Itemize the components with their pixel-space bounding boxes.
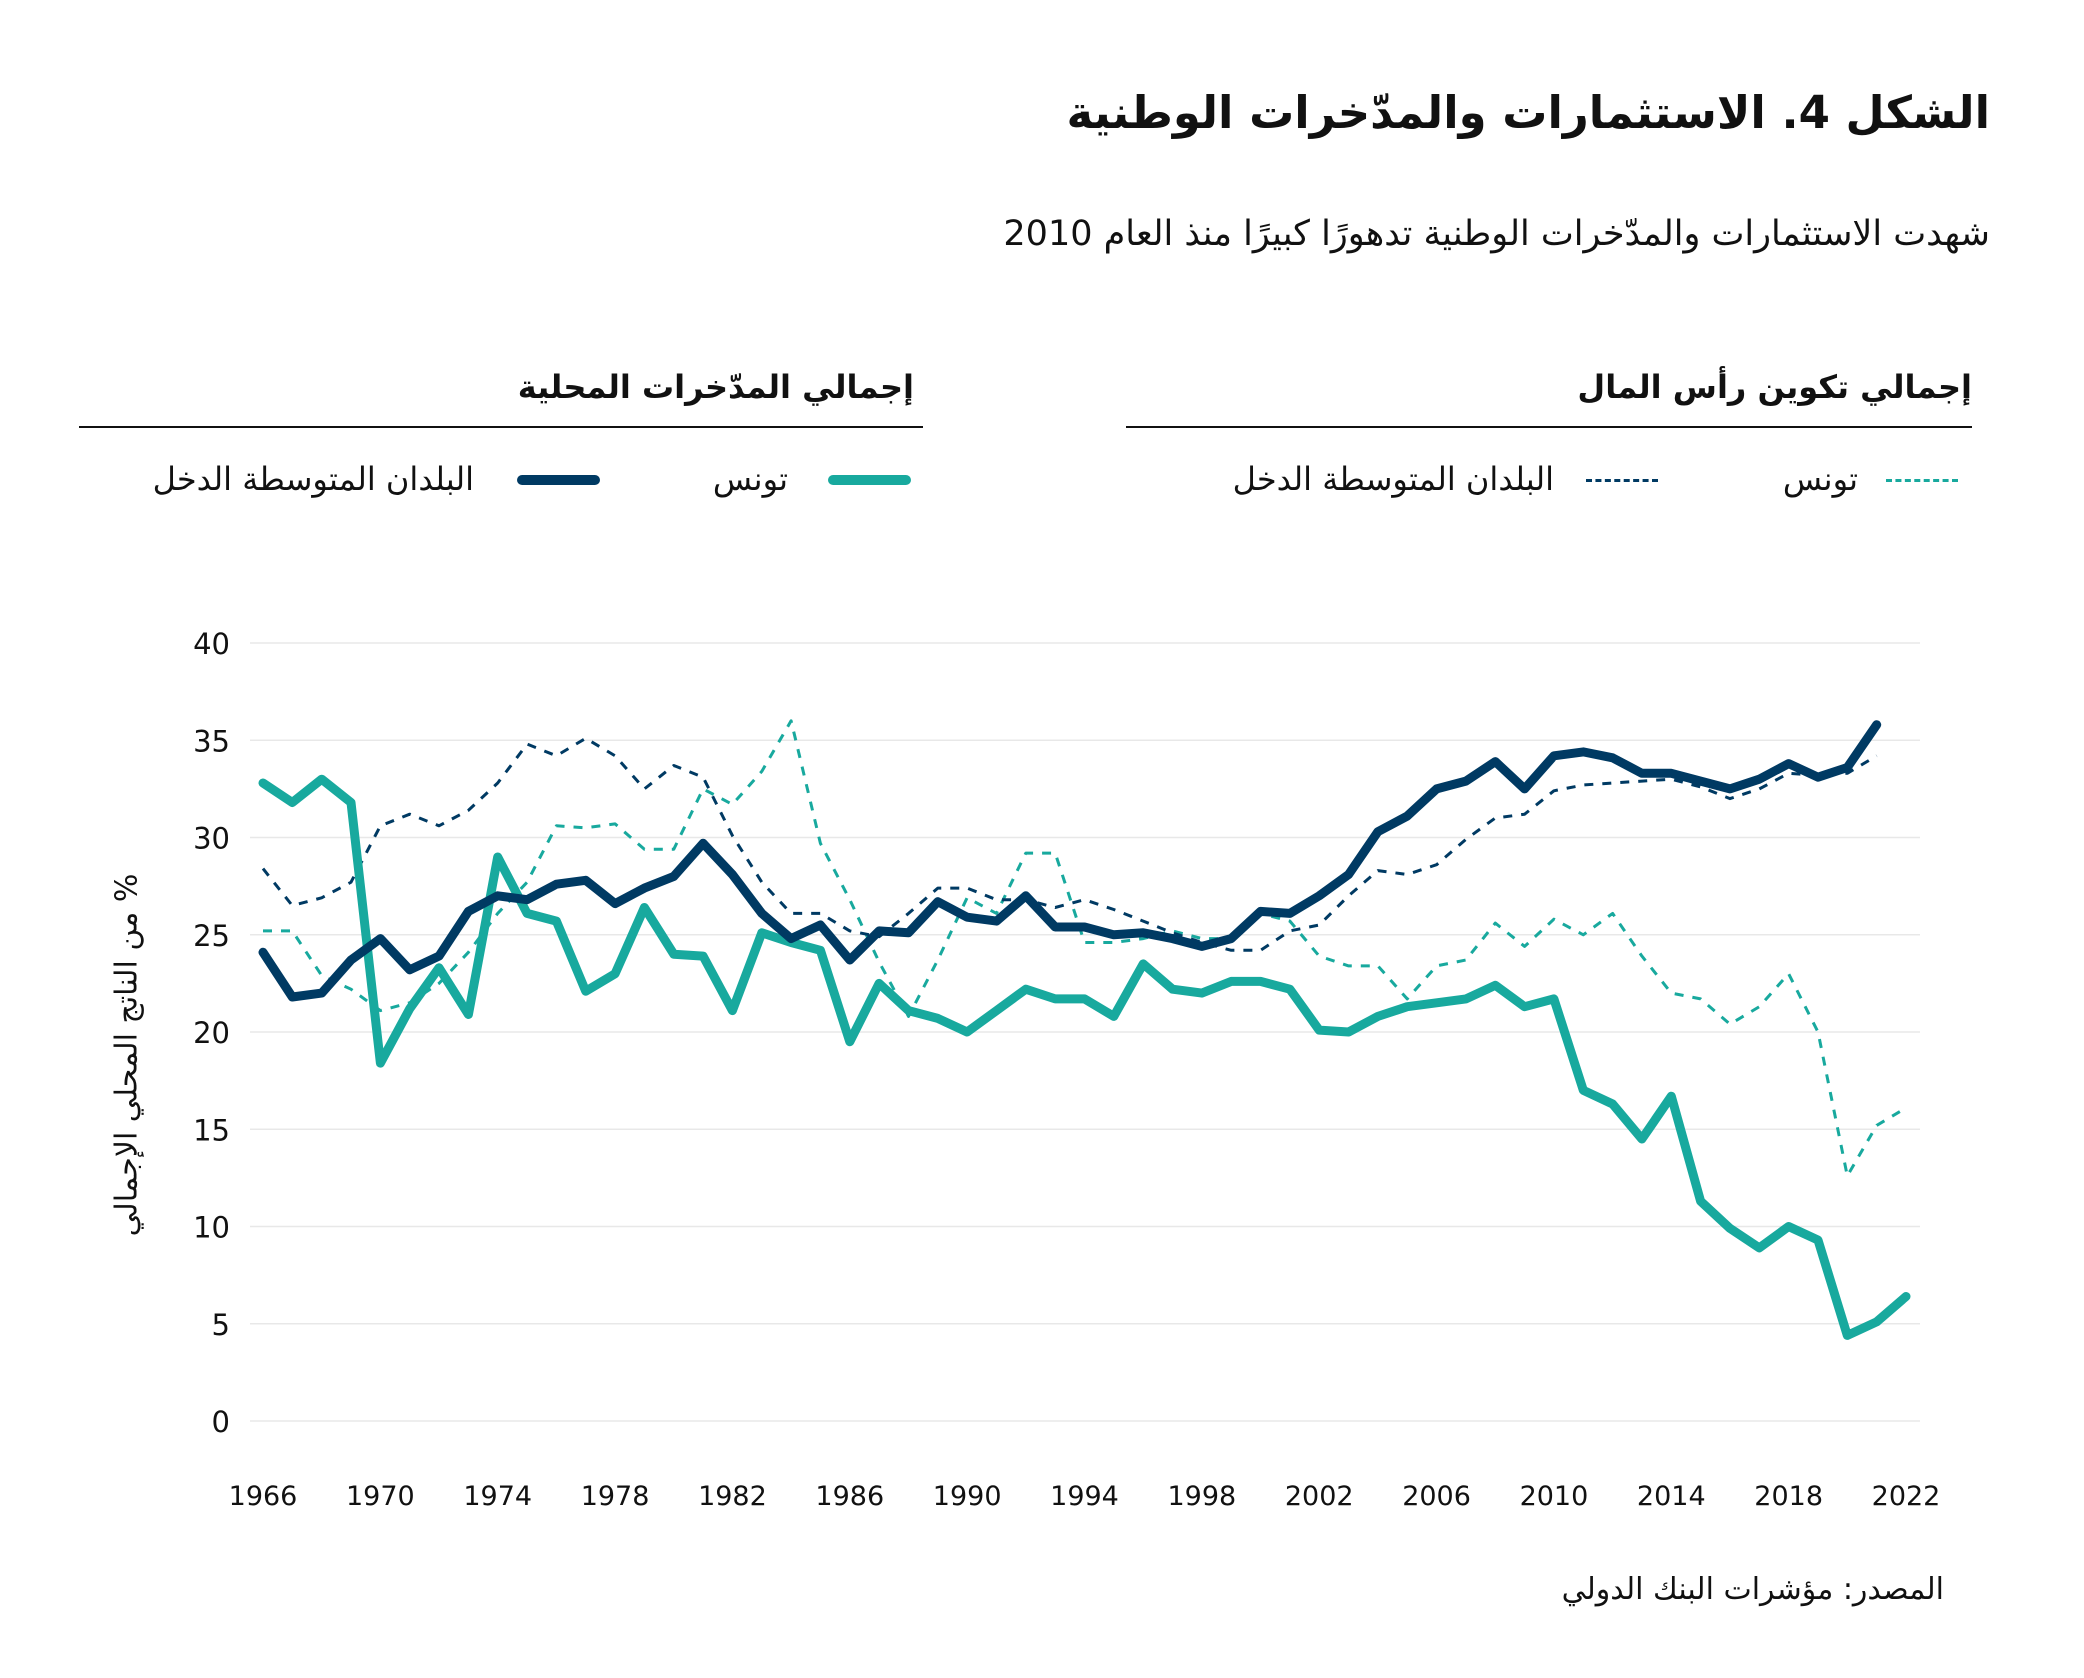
y-tick-label: 35 (193, 724, 230, 758)
y-tick-label: 30 (193, 822, 230, 856)
x-tick-label: 1990 (933, 1481, 1002, 1512)
x-tick-label: 2002 (1285, 1481, 1354, 1512)
x-tick-label: 1974 (463, 1481, 532, 1512)
legend-swatch-gfcf-mic (1586, 479, 1658, 482)
legend-divider (79, 426, 923, 428)
y-tick-label: 20 (193, 1016, 230, 1050)
legend-group-title-savings: إجمالي المدّخرات المحلية (517, 368, 914, 406)
legend-swatch-savings-tunisia (828, 475, 911, 485)
x-tick-label: 2010 (1520, 1481, 1589, 1512)
y-tick-label: 40 (193, 627, 230, 661)
x-tick-label: 1986 (815, 1481, 884, 1512)
x-tick-label: 2018 (1754, 1481, 1823, 1512)
series-lines (258, 719, 1911, 1340)
x-tick-label: 1994 (1050, 1481, 1119, 1512)
x-tick-label: 1998 (1167, 1481, 1236, 1512)
y-tick-labels: 0 5 10 15 20 25 30 35 40 (193, 627, 230, 1439)
chart-title: الشكل 4. الاستثمارات والمدّخرات الوطنية (1066, 86, 1990, 139)
x-tick-label: 1966 (229, 1481, 298, 1512)
legend-label-savings-tunisia: تونس (712, 460, 788, 498)
x-tick-label: 1970 (346, 1481, 415, 1512)
series-line-2 (258, 774, 1911, 1340)
y-tick-label: 10 (193, 1211, 230, 1245)
series-line-3 (258, 720, 1882, 1002)
legend-label-savings-mic: البلدان المتوسطة الدخل (152, 460, 474, 498)
y-tick-label: 15 (193, 1113, 230, 1147)
y-tick-label: 0 (212, 1405, 230, 1439)
x-tick-label: 2014 (1637, 1481, 1706, 1512)
series-line-0 (263, 719, 1907, 1178)
legend-swatch-gfcf-tunisia (1886, 479, 1958, 482)
gridlines (250, 642, 1920, 1422)
x-tick-label: 2022 (1872, 1481, 1941, 1512)
x-tick-label: 1982 (698, 1481, 767, 1512)
x-tick-label: 2006 (1402, 1481, 1471, 1512)
legend-label-gfcf-tunisia: تونس (1782, 460, 1858, 498)
source-note: المصدر: مؤشرات البنك الدولي (1561, 1572, 1944, 1607)
legend-divider (1126, 426, 1972, 428)
y-tick-label: 5 (212, 1308, 230, 1342)
series-line-1 (261, 736, 1878, 952)
legend-swatch-savings-mic (517, 475, 600, 485)
x-tick-label: 1978 (581, 1481, 650, 1512)
chart-subtitle: شهدت الاستثمارات والمدّخرات الوطنية تدهو… (1003, 214, 1990, 254)
legend-label-gfcf-mic: البلدان المتوسطة الدخل (1232, 460, 1554, 498)
legend-group-title-gfcf: إجمالي تكوين رأس المال (1577, 368, 1972, 406)
x-tick-labels: 1966 1970 1974 1978 1982 1986 1990 1994 1998 2002… (229, 1481, 1941, 1512)
y-tick-label: 25 (193, 919, 230, 953)
